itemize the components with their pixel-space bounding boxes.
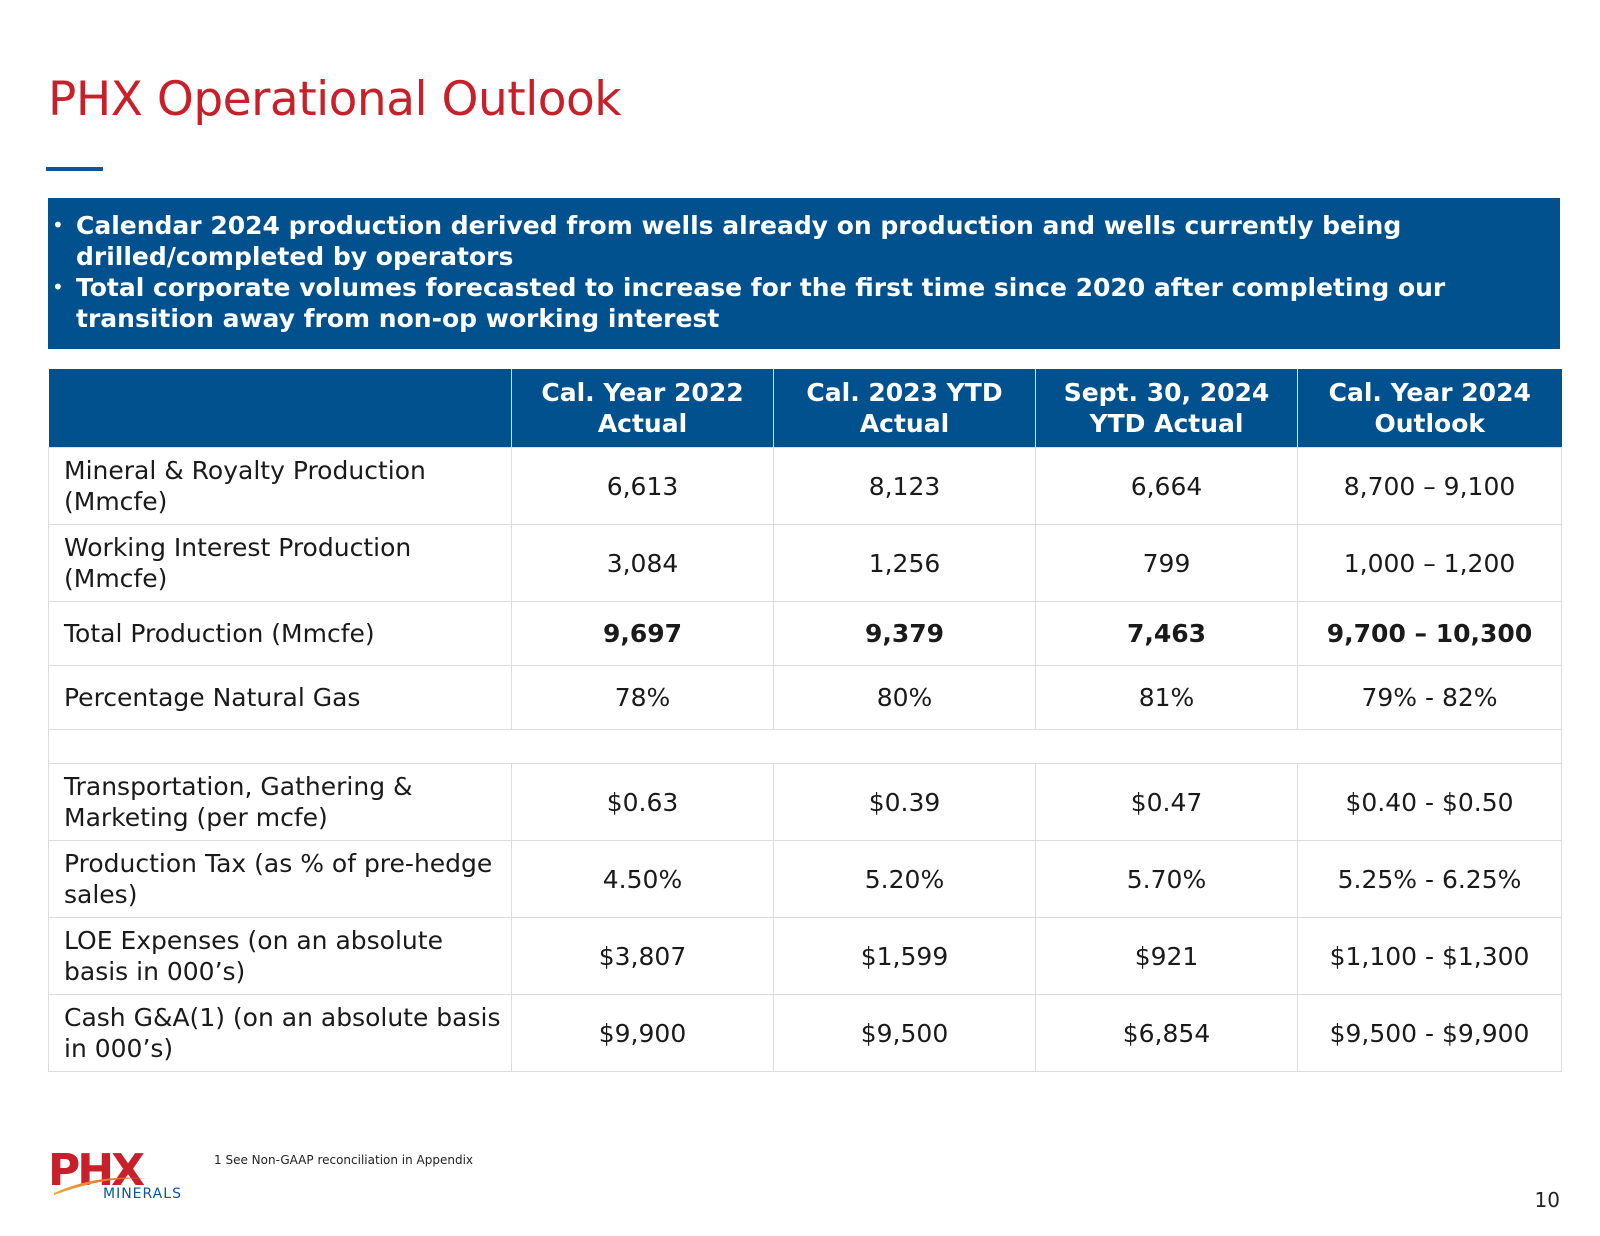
table-cell: 5.25% - 6.25% bbox=[1297, 840, 1562, 918]
table-cell: 9,700 – 10,300 bbox=[1297, 601, 1562, 666]
table-cell: 4.50% bbox=[511, 840, 774, 918]
footnote: 1 See Non-GAAP reconciliation in Appendi… bbox=[214, 1153, 474, 1167]
table-cell: 1,256 bbox=[773, 524, 1036, 602]
logo-swoosh bbox=[54, 1177, 152, 1195]
table-row: Cash G&A(1) (on an absolute basis in 000… bbox=[48, 994, 1562, 1072]
table-cell: 79% - 82% bbox=[1297, 665, 1562, 730]
table-cell: 7,463 bbox=[1035, 601, 1298, 666]
header-sept-2024-ytd: Sept. 30, 2024 YTD Actual bbox=[1035, 369, 1298, 448]
table-cell: $3,807 bbox=[511, 917, 774, 995]
table-row: Transportation, Gathering & Marketing (p… bbox=[48, 763, 1562, 841]
table-cell: 81% bbox=[1035, 665, 1298, 730]
row-label: Transportation, Gathering & Marketing (p… bbox=[48, 763, 512, 841]
header-cal-year-2024-outlook: Cal. Year 2024 Outlook bbox=[1297, 369, 1562, 448]
table-spacer-row bbox=[48, 729, 1562, 764]
table-row: LOE Expenses (on an absolute basis in 00… bbox=[48, 917, 1562, 995]
table-cell: 78% bbox=[511, 665, 774, 730]
row-label: Percentage Natural Gas bbox=[48, 665, 512, 730]
table-cell: 6,664 bbox=[1035, 447, 1298, 525]
table-cell: 9,697 bbox=[511, 601, 774, 666]
table-cell: $0.47 bbox=[1035, 763, 1298, 841]
table-cell: 9,379 bbox=[773, 601, 1036, 666]
row-label: Mineral & Royalty Production (Mmcfe) bbox=[48, 447, 512, 525]
banner-bullet: • Total corporate volumes forecasted to … bbox=[52, 272, 1530, 334]
table-cell: $6,854 bbox=[1035, 994, 1298, 1072]
table-cell: $1,599 bbox=[773, 917, 1036, 995]
table-row: Production Tax (as % of pre-hedge sales)… bbox=[48, 840, 1562, 918]
table-row: Working Interest Production (Mmcfe) 3,08… bbox=[48, 524, 1562, 602]
header-cal-2023-ytd: Cal. 2023 YTD Actual bbox=[773, 369, 1036, 448]
row-label: Working Interest Production (Mmcfe) bbox=[48, 524, 512, 602]
summary-banner: • Calendar 2024 production derived from … bbox=[48, 198, 1560, 349]
header-cal-year-2022: Cal. Year 2022 Actual bbox=[511, 369, 774, 448]
table-cell: $9,500 bbox=[773, 994, 1036, 1072]
operational-outlook-table: Cal. Year 2022 Actual Cal. 2023 YTD Actu… bbox=[48, 369, 1562, 1072]
table-cell: 5.70% bbox=[1035, 840, 1298, 918]
spacer-cell bbox=[48, 729, 1562, 764]
page-number: 10 bbox=[1534, 1188, 1560, 1212]
row-label: Total Production (Mmcfe) bbox=[48, 601, 512, 666]
table-header-row: Cal. Year 2022 Actual Cal. 2023 YTD Actu… bbox=[48, 369, 1562, 448]
banner-bullet-text: Calendar 2024 production derived from we… bbox=[76, 211, 1402, 271]
title-underline bbox=[46, 167, 103, 171]
table-cell: $1,100 - $1,300 bbox=[1297, 917, 1562, 995]
table-cell: 80% bbox=[773, 665, 1036, 730]
table-cell: 6,613 bbox=[511, 447, 774, 525]
header-cell-empty bbox=[48, 369, 512, 448]
table-cell: 3,084 bbox=[511, 524, 774, 602]
bullet-dot-icon: • bbox=[52, 213, 64, 237]
logo-mark-text: PHX bbox=[48, 1145, 145, 1196]
row-label: Cash G&A(1) (on an absolute basis in 000… bbox=[48, 994, 512, 1072]
banner-bullet: • Calendar 2024 production derived from … bbox=[52, 210, 1530, 272]
table-cell: 5.20% bbox=[773, 840, 1036, 918]
phx-minerals-logo-icon: PHX bbox=[48, 1145, 152, 1196]
table-cell: 799 bbox=[1035, 524, 1298, 602]
table-cell: $9,900 bbox=[511, 994, 774, 1072]
table-row: Percentage Natural Gas 78% 80% 81% 79% -… bbox=[48, 665, 1562, 730]
table-cell: $0.40 - $0.50 bbox=[1297, 763, 1562, 841]
table-cell: 1,000 – 1,200 bbox=[1297, 524, 1562, 602]
table-cell: $9,500 - $9,900 bbox=[1297, 994, 1562, 1072]
row-label: LOE Expenses (on an absolute basis in 00… bbox=[48, 917, 512, 995]
row-label: Production Tax (as % of pre-hedge sales) bbox=[48, 840, 512, 918]
logo-subtitle: MINERALS bbox=[103, 1186, 182, 1202]
table-cell: $0.63 bbox=[511, 763, 774, 841]
table-cell: 8,700 – 9,100 bbox=[1297, 447, 1562, 525]
banner-bullet-text: Total corporate volumes forecasted to in… bbox=[76, 273, 1446, 333]
table-cell: $921 bbox=[1035, 917, 1298, 995]
page-title: PHX Operational Outlook bbox=[48, 72, 622, 127]
bullet-dot-icon: • bbox=[52, 275, 64, 299]
table-row: Mineral & Royalty Production (Mmcfe) 6,6… bbox=[48, 447, 1562, 525]
table-cell: 8,123 bbox=[773, 447, 1036, 525]
table-row-total: Total Production (Mmcfe) 9,697 9,379 7,4… bbox=[48, 601, 1562, 666]
table-cell: $0.39 bbox=[773, 763, 1036, 841]
